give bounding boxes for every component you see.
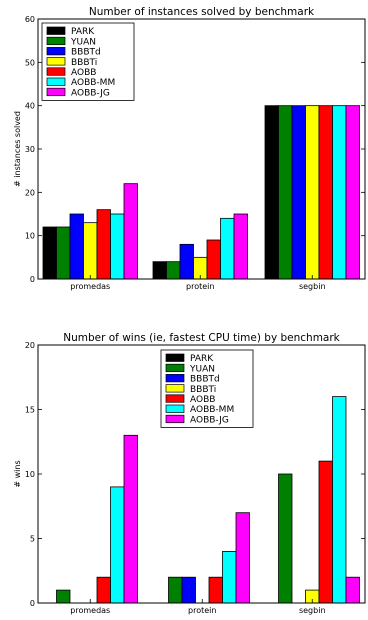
y-tick-label: 5 xyxy=(30,535,35,544)
legend-label-park: PARK xyxy=(71,27,95,37)
legend-swatch-park xyxy=(46,26,66,35)
bar-aobb-mm-promedas xyxy=(110,213,125,280)
legend-swatch-bbbti xyxy=(46,57,66,66)
legend-swatch-aobb-jg xyxy=(46,87,66,97)
legend-label-yuan: YUAN xyxy=(70,37,96,47)
x-tick-label-segbin: segbin xyxy=(299,282,326,291)
y-tick-label: 20 xyxy=(25,341,35,350)
x-tick-label-protein: protein xyxy=(188,606,216,615)
legend-label-bbbti: BBBTi xyxy=(190,385,216,395)
bar-aobb-promedas xyxy=(96,209,111,280)
legend-swatch-park xyxy=(165,353,185,362)
legend-label-aobb-jg: AOBB-JG xyxy=(71,88,110,98)
x-tick-label-promedas: promedas xyxy=(70,606,110,615)
chart-title: Number of instances solved by benchmark xyxy=(89,6,315,18)
bar-aobb-jg-segbin xyxy=(345,105,360,280)
y-tick-label: 0 xyxy=(30,275,35,284)
bar-aobb-jg-promedas xyxy=(123,434,138,604)
y-axis-label: # wins xyxy=(13,460,22,487)
x-tick-label-protein: protein xyxy=(186,282,214,291)
bar-aobb-segbin xyxy=(318,460,333,604)
chart-title: Number of wins (ie, fastest CPU time) by… xyxy=(63,332,340,344)
bar-yuan-segbin xyxy=(278,105,293,280)
bar-bbbti-segbin xyxy=(305,105,320,280)
bar-bbbtd-protein xyxy=(181,576,196,604)
bar-yuan-segbin xyxy=(278,473,293,604)
legend-swatch-yuan xyxy=(165,363,185,373)
chart-1: Number of instances solved by benchmark #… xyxy=(13,6,366,291)
bar-aobb-jg-protein xyxy=(233,213,248,280)
bar-aobb-protein xyxy=(208,576,223,604)
legend-swatch-bbbtd xyxy=(46,47,66,56)
bar-yuan-protein xyxy=(166,261,181,280)
legend-swatch-aobb-jg xyxy=(165,414,185,424)
legend-label-aobb: AOBB xyxy=(71,68,96,78)
y-tick-label: 50 xyxy=(25,58,35,67)
x-tick-label-segbin: segbin xyxy=(299,606,326,615)
bar-aobb-jg-promedas xyxy=(123,183,138,280)
bar-park-promedas xyxy=(42,226,57,280)
y-tick-label: 0 xyxy=(30,599,35,608)
legend-swatch-aobb-mm xyxy=(46,77,66,86)
legend-swatch-bbbti xyxy=(165,384,185,393)
bar-yuan-promedas xyxy=(56,226,71,280)
bar-aobb-mm-protein xyxy=(220,217,235,280)
legend-swatch-yuan xyxy=(46,36,66,46)
bar-bbbti-promedas xyxy=(83,222,98,280)
bar-yuan-promedas xyxy=(56,589,71,604)
bar-bbbtd-segbin xyxy=(291,105,306,280)
bar-park-protein xyxy=(152,261,167,280)
bar-yuan-protein xyxy=(168,576,183,604)
legend-swatch-aobb xyxy=(165,394,185,403)
legend-label-aobb-jg: AOBB-JG xyxy=(190,415,229,425)
legend-label-aobb-mm: AOBB-MM xyxy=(190,405,234,415)
legend-label-bbbti: BBBTi xyxy=(71,58,97,68)
bar-park-segbin xyxy=(264,105,279,280)
bar-aobb-mm-segbin xyxy=(332,396,347,604)
bar-aobb-protein xyxy=(206,239,221,280)
chart-2: Number of wins (ie, fastest CPU time) by… xyxy=(13,332,366,615)
y-tick-label: 40 xyxy=(25,102,35,111)
bar-bbbtd-promedas xyxy=(69,213,84,280)
y-axis-label: # instances solved xyxy=(13,111,22,187)
y-tick-label: 60 xyxy=(25,15,35,24)
legend-label-bbbtd: BBBTd xyxy=(190,375,220,385)
y-tick-label: 20 xyxy=(25,188,35,197)
legend-swatch-aobb-mm xyxy=(165,404,185,413)
legend-label-yuan: YUAN xyxy=(189,364,215,374)
legend-label-aobb: AOBB xyxy=(190,395,215,405)
bar-aobb-jg-protein xyxy=(235,512,250,604)
y-tick-label: 15 xyxy=(25,406,35,415)
legend-swatch-aobb xyxy=(46,67,66,76)
legend-label-bbbtd: BBBTd xyxy=(71,48,101,58)
y-tick-label: 10 xyxy=(25,470,35,479)
x-tick-label-promedas: promedas xyxy=(70,282,110,291)
bar-aobb-segbin xyxy=(318,105,333,280)
y-tick-label: 30 xyxy=(25,145,35,154)
y-tick-label: 10 xyxy=(25,232,35,241)
bar-aobb-mm-promedas xyxy=(110,486,125,604)
bar-aobb-promedas xyxy=(96,576,111,604)
bar-aobb-mm-segbin xyxy=(332,105,347,280)
legend-label-park: PARK xyxy=(190,354,214,364)
legend-label-aobb-mm: AOBB-MM xyxy=(71,78,115,88)
bar-aobb-mm-protein xyxy=(222,551,237,604)
bar-bbbtd-protein xyxy=(179,243,194,280)
bar-aobb-jg-segbin xyxy=(345,576,360,604)
legend-swatch-bbbtd xyxy=(165,374,185,383)
